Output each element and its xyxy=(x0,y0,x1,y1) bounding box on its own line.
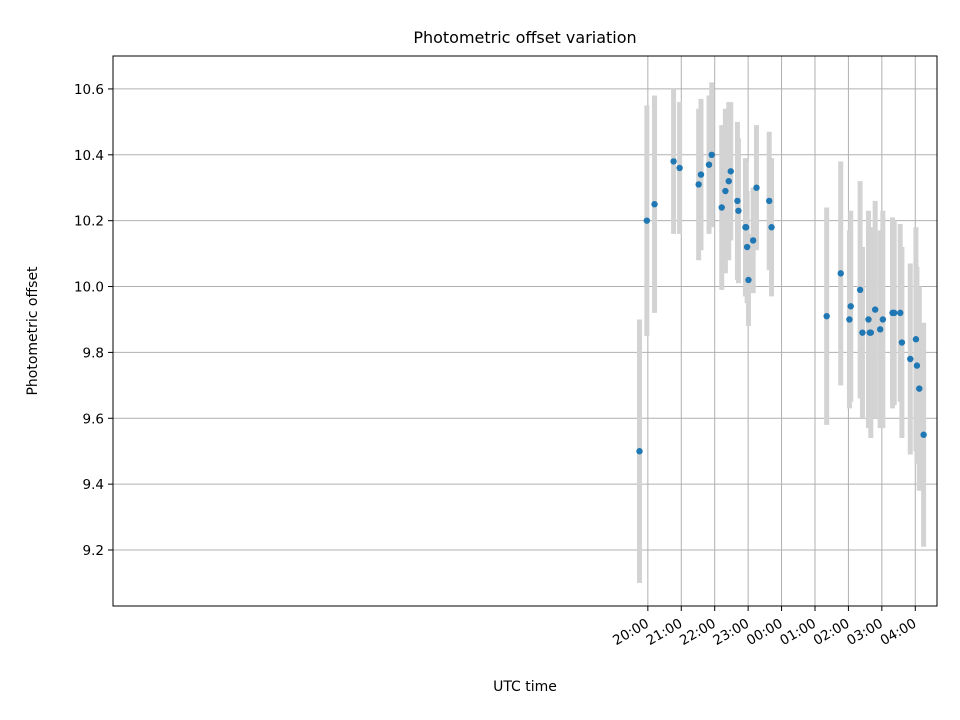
data-point xyxy=(879,316,887,323)
data-point xyxy=(745,276,752,284)
data-point xyxy=(753,184,760,191)
data-point xyxy=(695,181,702,188)
y-tick-label: 9.4 xyxy=(83,477,104,493)
data-point xyxy=(920,431,927,438)
plot-frame xyxy=(112,55,938,607)
data-point xyxy=(651,201,658,208)
data-point xyxy=(725,177,732,185)
grid xyxy=(113,56,937,606)
data-point xyxy=(865,316,872,323)
y-tick-label: 9.2 xyxy=(83,543,104,559)
data-points xyxy=(636,151,927,455)
y-tick-label: 9.8 xyxy=(83,345,104,361)
data-point xyxy=(708,151,715,159)
y-axis-label: Photometric offset xyxy=(25,266,41,396)
data-point xyxy=(823,312,830,320)
y-tick-label: 10.6 xyxy=(74,82,104,98)
y-tick-label: 10.4 xyxy=(74,148,104,164)
data-point xyxy=(871,306,879,313)
y-tick-label: 10.0 xyxy=(74,280,104,296)
data-point xyxy=(846,316,853,323)
y-tick-label: 9.6 xyxy=(83,411,104,427)
data-point xyxy=(743,243,751,251)
data-point xyxy=(898,339,906,346)
data-point xyxy=(734,197,741,205)
data-point xyxy=(856,286,864,294)
data-point xyxy=(859,329,866,336)
data-point xyxy=(867,329,875,336)
data-point xyxy=(722,187,729,195)
data-point xyxy=(636,448,643,455)
data-point xyxy=(913,362,921,369)
data-point xyxy=(749,237,757,244)
data-point xyxy=(891,309,898,317)
data-point xyxy=(876,326,884,333)
data-point xyxy=(907,355,914,363)
data-point xyxy=(697,171,705,178)
data-point xyxy=(847,303,854,310)
data-point xyxy=(768,224,775,231)
data-point xyxy=(837,270,844,277)
x-axis-label: UTC time xyxy=(493,679,557,695)
y-axis-ticks: 9.2 9.4 9.6 9.8 10.0 10.2 10.4 10.6 xyxy=(74,82,113,559)
data-point xyxy=(727,168,734,175)
chart-title: Photometric offset variation xyxy=(413,28,636,47)
data-point xyxy=(912,336,920,343)
data-point xyxy=(718,204,725,211)
data-point xyxy=(897,309,904,317)
data-point xyxy=(643,217,651,224)
y-tick-label: 10.2 xyxy=(74,214,104,230)
data-point xyxy=(742,224,750,231)
data-point xyxy=(735,207,742,214)
data-point xyxy=(670,158,677,165)
data-point xyxy=(676,164,683,172)
data-point xyxy=(705,161,713,168)
data-point xyxy=(765,197,773,205)
data-point xyxy=(916,385,923,392)
